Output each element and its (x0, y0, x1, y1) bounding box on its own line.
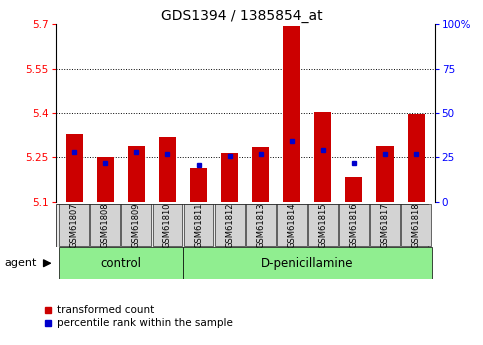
FancyBboxPatch shape (121, 204, 151, 246)
Text: GSM61808: GSM61808 (101, 202, 110, 248)
FancyBboxPatch shape (277, 204, 307, 246)
Text: agent: agent (5, 258, 37, 268)
Text: control: control (100, 257, 142, 269)
Bar (345, 177, 362, 202)
FancyBboxPatch shape (183, 247, 432, 279)
Text: GSM61811: GSM61811 (194, 203, 203, 248)
Bar (159, 137, 176, 202)
Bar (128, 146, 145, 202)
Text: GSM61817: GSM61817 (381, 202, 389, 248)
FancyBboxPatch shape (401, 204, 431, 246)
Text: D-penicillamine: D-penicillamine (261, 257, 354, 269)
Bar (376, 146, 394, 202)
Text: GSM61814: GSM61814 (287, 203, 296, 248)
Bar (408, 115, 425, 202)
Text: GSM61818: GSM61818 (412, 202, 421, 248)
Legend: transformed count, percentile rank within the sample: transformed count, percentile rank withi… (44, 305, 233, 328)
Text: GSM61807: GSM61807 (70, 202, 79, 248)
FancyBboxPatch shape (153, 204, 183, 246)
FancyBboxPatch shape (339, 204, 369, 246)
FancyBboxPatch shape (90, 204, 120, 246)
Text: GDS1394 / 1385854_at: GDS1394 / 1385854_at (161, 9, 322, 23)
Text: GSM61810: GSM61810 (163, 203, 172, 248)
Bar (190, 168, 207, 202)
Bar (97, 157, 114, 202)
FancyBboxPatch shape (308, 204, 338, 246)
Text: GSM61812: GSM61812 (225, 203, 234, 248)
FancyBboxPatch shape (214, 204, 244, 246)
Bar (66, 134, 83, 202)
Text: GSM61815: GSM61815 (318, 203, 327, 248)
FancyBboxPatch shape (246, 204, 276, 246)
FancyBboxPatch shape (184, 204, 213, 246)
Text: GSM61813: GSM61813 (256, 202, 265, 248)
Text: GSM61809: GSM61809 (132, 203, 141, 248)
FancyBboxPatch shape (59, 204, 89, 246)
Text: GSM61816: GSM61816 (349, 202, 358, 248)
FancyBboxPatch shape (58, 247, 183, 279)
FancyBboxPatch shape (370, 204, 400, 246)
Bar (221, 153, 238, 202)
Bar (252, 147, 269, 202)
Bar (314, 111, 331, 202)
Bar (283, 26, 300, 202)
